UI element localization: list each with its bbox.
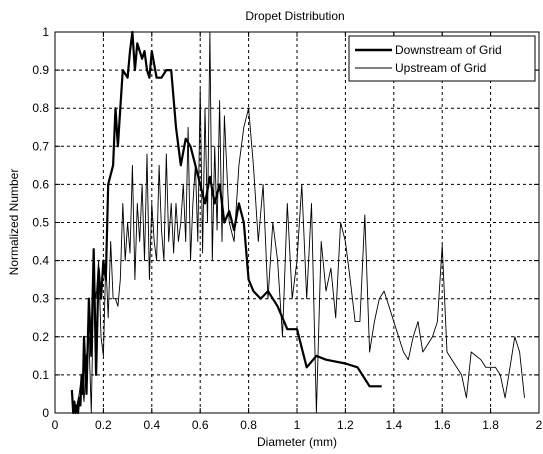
y-tick-label: 0.9 — [32, 63, 49, 77]
x-tick-label: 1.6 — [434, 418, 451, 432]
y-tick-label: 0.5 — [32, 216, 49, 230]
x-tick-label: 0.6 — [192, 418, 209, 432]
x-tick-label: 2 — [536, 418, 543, 432]
axis-ticks: 0 0.2 0.4 0.6 0.8 1 1.2 1.4 1.6 1.8 2 0 0.1 0.2 0.3 0.4… — [32, 25, 542, 432]
x-tick-label: 1 — [294, 418, 301, 432]
y-tick-label: 0.1 — [32, 368, 49, 382]
x-axis-label: Diameter (mm) — [257, 435, 337, 449]
y-tick-label: 0.3 — [32, 292, 49, 306]
x-tick-label: 1.8 — [482, 418, 499, 432]
y-tick-label: 0.2 — [32, 330, 49, 344]
y-tick-label: 0.8 — [32, 101, 49, 115]
x-tick-label: 1.2 — [337, 418, 354, 432]
x-tick-label: 0.4 — [143, 418, 160, 432]
series-line-downstream — [70, 30, 382, 415]
x-tick-label: 0 — [52, 418, 59, 432]
y-tick-label: 0.7 — [32, 139, 49, 153]
legend-label-downstream: Downstream of Grid — [395, 43, 502, 57]
x-tick-label: 0.8 — [240, 418, 257, 432]
y-tick-label: 0.6 — [32, 177, 49, 191]
series-line-upstream — [71, 31, 525, 414]
legend: Downstream of Grid Upstream of Grid — [348, 35, 536, 82]
x-tick-label: 1.4 — [385, 418, 402, 432]
y-tick-label: 1 — [42, 25, 49, 39]
series-group — [70, 30, 525, 415]
legend-box — [348, 35, 536, 82]
y-axis-label: Normalized Number — [7, 169, 21, 276]
chart-title: Dropet Distribution — [245, 9, 344, 23]
x-tick-label: 0.2 — [95, 418, 112, 432]
legend-label-upstream: Upstream of Grid — [395, 61, 486, 75]
y-tick-label: 0 — [42, 406, 49, 420]
y-tick-label: 0.4 — [32, 254, 49, 268]
